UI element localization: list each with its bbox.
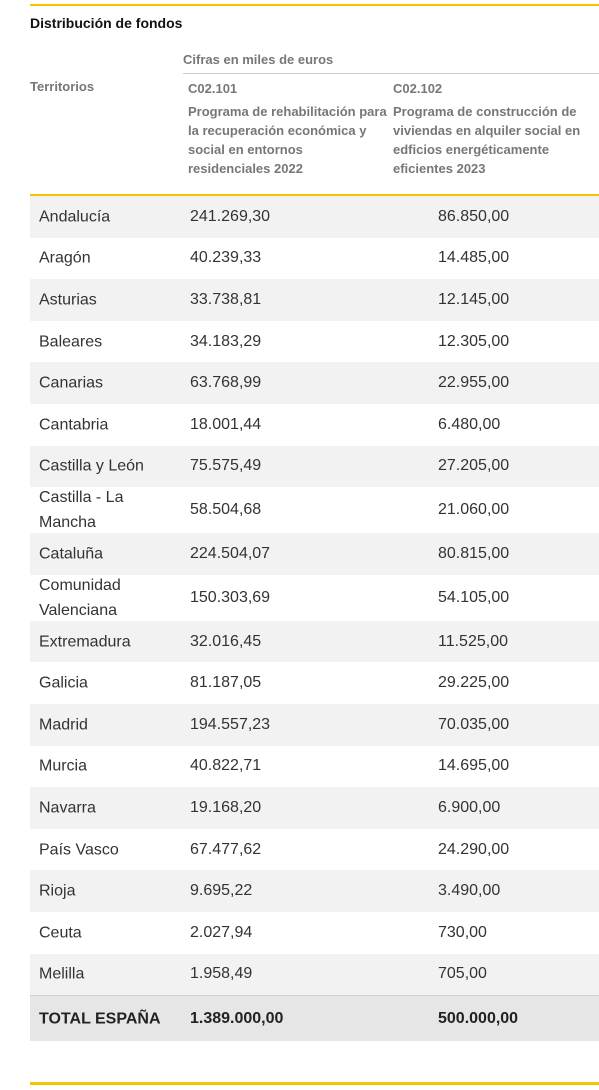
c02-101-cell: 1.958,49 [190,965,253,983]
table-row: Aragón 40.239,33 14.485,00 [30,238,599,280]
territorio-cell: Castilla - La Mancha [39,489,124,532]
territorio-cell: Aragón [39,249,91,267]
c02-102-cell: 705,00 [438,965,487,983]
c02-101-cell: 224.504,07 [190,544,271,562]
units-caption: Cifras en miles de euros [183,52,334,67]
c02-102-cell: 6.480,00 [438,415,501,433]
territorio-cell: Castilla y León [39,457,144,475]
bottom-accent-rule [30,1082,599,1085]
c02-101-cell: 241.269,30 [190,207,271,225]
territorio-cell: Melilla [39,965,85,983]
table-row: Navarra 19.168,20 6.900,00 [30,787,599,829]
column-header-c02-101: C02.101 Programa de rehabilitación para … [188,79,388,178]
c02-101-cell: 40.239,33 [190,249,262,267]
territorio-cell: Baleares [39,333,103,351]
table-row: Galicia 81.187,05 29.225,00 [30,662,599,704]
c02-101-cell: 2.027,94 [190,923,253,941]
territorio-cell: Navarra [39,799,96,817]
column-description: Programa de rehabilitación para la recup… [188,104,387,176]
c02-102-cell: 12.305,00 [438,332,510,350]
c02-102-cell: 14.695,00 [438,757,510,775]
c02-101-cell: 34.183,29 [190,332,262,350]
territorio-cell: Extremadura [39,633,131,651]
c02-102-cell: 29.225,00 [438,674,510,692]
table-row: Comunidad Valenciana 150.303,69 54.105,00 [30,575,599,621]
territorio-cell: Galicia [39,674,88,692]
units-divider [183,73,599,74]
c02-101-cell: 58.504,68 [190,501,262,519]
top-accent-rule [30,4,599,6]
table-row: Rioja 9.695,22 3.490,00 [30,870,599,912]
territorio-cell: País Vasco [39,841,119,859]
table-row: Baleares 34.183,29 12.305,00 [30,321,599,363]
table-row: Andalucía 241.269,30 86.850,00 [30,196,599,238]
c02-101-cell: 63.768,99 [190,374,262,392]
territorio-cell: Cantabria [39,416,109,434]
table-row: Murcia 40.822,71 14.695,00 [30,746,599,788]
table-row: Canarias 63.768,99 22.955,00 [30,362,599,404]
c02-101-cell: 194.557,23 [190,715,271,733]
c02-102-cell: 730,00 [438,923,487,941]
header-accent-rule [30,194,599,196]
c02-102-cell: 14.485,00 [438,249,510,267]
total-row: TOTAL ESPAÑA 1.389.000,00 500.000,00 [30,995,599,1042]
territorio-cell: Rioja [39,882,76,900]
column-code: C02.102 [393,81,443,96]
table-row: Cantabria 18.001,44 6.480,00 [30,404,599,446]
c02-101-cell: 19.168,20 [190,798,262,816]
total-label: TOTAL ESPAÑA [39,1010,161,1028]
c02-102-cell: 3.490,00 [438,882,501,900]
c02-102-cell: 54.105,00 [438,588,510,606]
table-row: Madrid 194.557,23 70.035,00 [30,703,599,746]
territorio-cell: Murcia [39,757,88,775]
territorio-cell: Madrid [39,716,88,734]
c02-101-cell: 75.575,49 [190,457,262,475]
c02-102-cell: 22.955,00 [438,374,510,392]
c02-101-cell: 9.695,22 [190,882,253,900]
table-row: Castilla y León 75.575,49 27.205,00 [30,445,599,488]
table-row: Asturias 33.738,81 12.145,00 [30,279,599,321]
territorio-cell: Comunidad Valenciana [39,576,121,619]
table-row: País Vasco 67.477,62 24.290,00 [30,829,599,871]
c02-102-cell: 24.290,00 [438,840,510,858]
table-row: Melilla 1.958,49 705,00 [30,953,599,996]
column-header-c02-102: C02.102 Programa de construcción de vivi… [393,79,599,178]
territorio-cell: Canarias [39,374,104,392]
c02-101-cell: 150.303,69 [190,588,271,606]
territorio-cell: Asturias [39,291,97,309]
table-row: Cataluña 224.504,07 80.815,00 [30,533,599,575]
territorio-cell: Andalucía [39,208,111,226]
c02-102-cell: 27.205,00 [438,457,510,475]
total-c02-102: 500.000,00 [438,1009,519,1027]
territorios-header: Territorios [30,79,95,94]
table-row: Ceuta 2.027,94 730,00 [30,912,599,954]
table-title: Distribución de fondos [30,15,183,31]
c02-102-cell: 11.525,00 [438,632,508,650]
c02-102-cell: 6.900,00 [438,798,501,816]
c02-101-cell: 40.822,71 [190,757,262,775]
table-row: Extremadura 32.016,45 11.525,00 [30,620,599,663]
territorio-cell: Cataluña [39,545,104,563]
c02-102-cell: 12.145,00 [438,290,510,308]
column-code: C02.101 [188,81,238,96]
c02-101-cell: 81.187,05 [190,674,262,692]
column-description: Programa de construcción de viviendas en… [393,104,581,176]
c02-101-cell: 18.001,44 [190,415,262,433]
c02-101-cell: 33.738,81 [190,290,262,308]
c02-102-cell: 86.850,00 [438,207,510,225]
c02-102-cell: 80.815,00 [438,544,510,562]
table-body: Andalucía 241.269,30 86.850,00 Aragón 40.239… [30,196,599,1042]
c02-102-cell: 21.060,00 [438,501,510,519]
c02-101-cell: 67.477,62 [190,840,262,858]
c02-102-cell: 70.035,00 [438,715,510,733]
c02-101-cell: 32.016,45 [190,632,262,650]
territorio-cell: Ceuta [39,924,82,942]
table-row: Castilla - La Mancha 58.504,68 21.060,00 [30,487,599,533]
total-c02-101: 1.389.000,00 [190,1009,284,1027]
